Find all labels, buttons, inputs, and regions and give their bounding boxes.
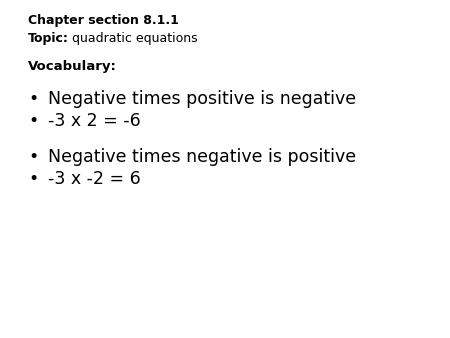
Text: Topic:: Topic: bbox=[28, 32, 69, 45]
Text: Negative times negative is positive: Negative times negative is positive bbox=[48, 148, 356, 166]
Text: -3 x -2 = 6: -3 x -2 = 6 bbox=[48, 170, 141, 188]
Text: Negative times positive is negative: Negative times positive is negative bbox=[48, 90, 356, 108]
Text: quadratic equations: quadratic equations bbox=[72, 32, 198, 45]
Text: •: • bbox=[28, 112, 38, 130]
Text: •: • bbox=[28, 148, 38, 166]
Text: Chapter section 8.1.1: Chapter section 8.1.1 bbox=[28, 14, 179, 27]
Text: -3 x 2 = -6: -3 x 2 = -6 bbox=[48, 112, 141, 130]
Text: •: • bbox=[28, 90, 38, 108]
Text: •: • bbox=[28, 170, 38, 188]
Text: Vocabulary:: Vocabulary: bbox=[28, 60, 117, 73]
